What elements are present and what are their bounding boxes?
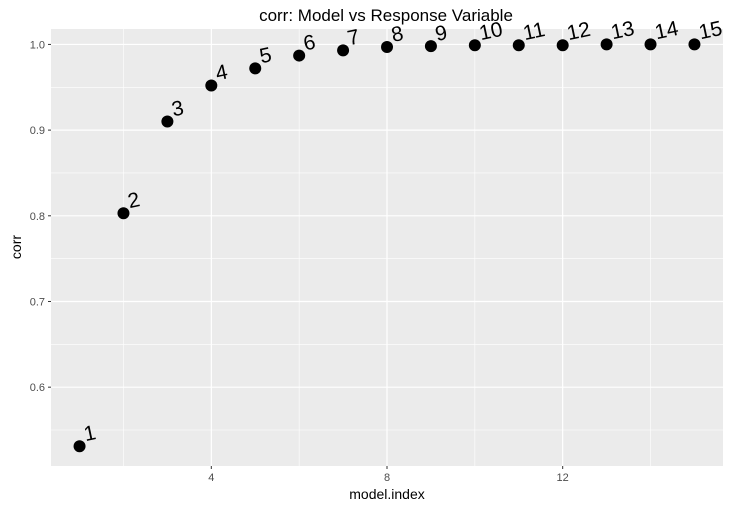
data-point-label: 15 [697, 17, 725, 44]
data-point [468, 39, 481, 52]
data-point [249, 62, 262, 75]
data-point-label: 3 [170, 97, 186, 122]
x-tick-label: 4 [208, 472, 214, 484]
data-points [73, 38, 701, 453]
data-point [512, 39, 525, 52]
data-point [600, 38, 613, 51]
y-tick-label: 1.0 [30, 39, 45, 51]
y-tick-label: 0.9 [30, 125, 45, 137]
data-point-label: 6 [301, 31, 317, 56]
data-point [644, 38, 657, 51]
data-point-label: 10 [477, 18, 505, 45]
x-axis-title: model.index [349, 486, 425, 502]
y-tick-label: 0.8 [30, 211, 45, 223]
data-point [73, 440, 86, 453]
y-axis: 0.6 0.7 0.8 0.9 1.0 [30, 39, 51, 394]
major-gridlines [51, 29, 723, 466]
data-point [381, 40, 393, 53]
data-point-label: 5 [257, 43, 273, 68]
data-point [556, 39, 569, 52]
data-point [293, 49, 306, 62]
data-point-label: 9 [433, 21, 449, 46]
data-point [161, 115, 174, 128]
data-point-label: 8 [389, 22, 405, 47]
data-point [205, 79, 218, 92]
y-axis-title: corr [8, 235, 24, 259]
y-tick-label: 0.7 [30, 296, 45, 308]
data-point-label: 13 [609, 17, 637, 44]
x-tick-label: 8 [384, 472, 390, 484]
data-point-label: 14 [653, 17, 681, 44]
data-point [424, 40, 437, 53]
data-point-label: 2 [126, 188, 142, 213]
data-point-label: 11 [521, 18, 547, 45]
x-tick-label: 12 [557, 472, 569, 484]
y-tick-label: 0.6 [30, 382, 45, 394]
data-point-label: 7 [345, 25, 361, 50]
data-point-label: 1 [82, 421, 98, 446]
data-point-label: 12 [565, 18, 593, 45]
x-axis: 4 8 12 [208, 466, 569, 484]
data-point-label: 4 [214, 60, 231, 85]
chart-title: corr: Model vs Response Variable [259, 6, 513, 25]
data-point [688, 38, 701, 51]
data-point [337, 44, 350, 57]
data-point [117, 207, 130, 220]
